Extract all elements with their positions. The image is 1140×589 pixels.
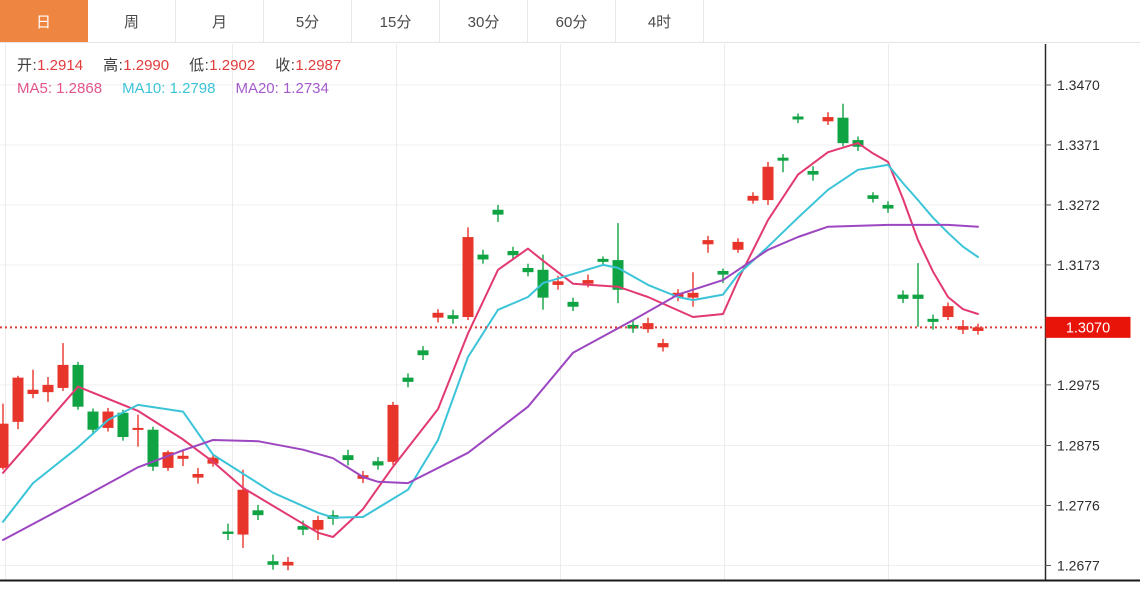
candle-body[interactable] bbox=[777, 157, 789, 161]
tab-week[interactable]: 周 bbox=[88, 0, 176, 42]
candle-body[interactable] bbox=[897, 294, 909, 299]
candle-body[interactable] bbox=[252, 510, 264, 516]
candle-body[interactable] bbox=[132, 427, 144, 430]
y-axis-label: 1.2677 bbox=[1057, 557, 1100, 573]
ohlc-item: 低:1.2902 bbox=[189, 57, 255, 74]
ohlc-label: 高: bbox=[103, 57, 124, 74]
ma-legend: MA5: 1.2868 MA10: 1.2798 MA20: 1.2734 bbox=[17, 80, 349, 97]
candle-body[interactable] bbox=[0, 423, 9, 468]
candle-body[interactable] bbox=[702, 240, 714, 245]
candle-body[interactable] bbox=[147, 429, 159, 467]
ohlc-value: 1.2987 bbox=[295, 57, 342, 74]
candle-body[interactable] bbox=[567, 301, 579, 307]
candle-body[interactable] bbox=[447, 315, 459, 319]
candle-body[interactable] bbox=[597, 258, 609, 262]
candle-body[interactable] bbox=[717, 270, 729, 275]
candle-body[interactable] bbox=[42, 384, 54, 393]
candle-body[interactable] bbox=[222, 531, 234, 534]
y-axis-label: 1.3371 bbox=[1057, 137, 1100, 153]
tab-5min[interactable]: 5分 bbox=[264, 0, 352, 42]
ohlc-value: 1.2902 bbox=[209, 57, 256, 74]
candle-body[interactable] bbox=[57, 364, 69, 388]
candle-body[interactable] bbox=[492, 209, 504, 215]
candle-body[interactable] bbox=[882, 204, 894, 209]
candle-body[interactable] bbox=[27, 389, 39, 394]
candle-body[interactable] bbox=[477, 254, 489, 260]
candle-body[interactable] bbox=[972, 327, 984, 331]
candle-body[interactable] bbox=[87, 411, 99, 430]
candle-body[interactable] bbox=[432, 312, 444, 318]
candle-body[interactable] bbox=[267, 561, 279, 565]
y-axis-label: 1.2975 bbox=[1057, 377, 1100, 393]
tab-4hour[interactable]: 4时 bbox=[616, 0, 704, 42]
ma-legend-item: MA10: 1.2798 bbox=[122, 80, 216, 97]
candle-body[interactable] bbox=[417, 350, 429, 356]
ohlc-item: 高:1.2990 bbox=[103, 57, 169, 74]
ma-legend-item: MA20: 1.2734 bbox=[235, 80, 329, 97]
y-axis-label: 1.2875 bbox=[1057, 437, 1100, 453]
candle-body[interactable] bbox=[627, 324, 639, 329]
candle-body[interactable] bbox=[342, 455, 354, 461]
ohlc-label: 开: bbox=[17, 57, 38, 74]
tab-month[interactable]: 月 bbox=[176, 0, 264, 42]
candle-body[interactable] bbox=[657, 343, 669, 348]
candle-body[interactable] bbox=[837, 117, 849, 144]
candle-body[interactable] bbox=[942, 306, 954, 318]
current-price-badge bbox=[1045, 316, 1131, 338]
candle-body[interactable] bbox=[582, 280, 594, 284]
candle-body[interactable] bbox=[402, 377, 414, 382]
tab-60min[interactable]: 60分 bbox=[528, 0, 616, 42]
ohlc-item: 开:1.2914 bbox=[17, 57, 83, 74]
candle-body[interactable] bbox=[372, 461, 384, 466]
candle-body[interactable] bbox=[507, 250, 519, 256]
candle-body[interactable] bbox=[522, 267, 534, 273]
candle-body[interactable] bbox=[162, 452, 174, 468]
candle-body[interactable] bbox=[957, 326, 969, 330]
candle-body[interactable] bbox=[747, 195, 759, 201]
ma-legend-item: MA5: 1.2868 bbox=[17, 80, 103, 97]
tab-15min[interactable]: 15分 bbox=[352, 0, 440, 42]
candle-body[interactable] bbox=[927, 318, 939, 322]
candle-body[interactable] bbox=[282, 561, 294, 566]
candle-body[interactable] bbox=[297, 526, 309, 530]
candle-body[interactable] bbox=[312, 520, 324, 530]
y-axis-label: 1.3470 bbox=[1057, 77, 1100, 93]
ohlc-legend: 开:1.2914 高:1.2990 低:1.2902 收:1.2987 bbox=[17, 54, 361, 75]
candle-body[interactable] bbox=[912, 294, 924, 299]
candle-body[interactable] bbox=[822, 117, 834, 122]
y-axis-label: 1.3173 bbox=[1057, 257, 1100, 273]
ohlc-label: 收: bbox=[275, 57, 296, 74]
ohlc-label: 低: bbox=[189, 57, 210, 74]
ohlc-value: 1.2990 bbox=[123, 57, 170, 74]
candle-body[interactable] bbox=[237, 489, 249, 535]
candle-body[interactable] bbox=[687, 292, 699, 298]
ma5-line bbox=[2, 142, 979, 538]
candle-body[interactable] bbox=[807, 171, 819, 175]
y-axis-label: 1.2776 bbox=[1057, 497, 1100, 513]
ma10-line bbox=[2, 163, 979, 523]
ma20-line bbox=[2, 223, 979, 541]
candle-body[interactable] bbox=[762, 166, 774, 201]
current-price-badge-label: 1.3070 bbox=[1066, 320, 1110, 336]
candle-body[interactable] bbox=[462, 237, 474, 318]
y-axis-label: 1.3272 bbox=[1057, 197, 1100, 213]
period-tabbar: 日周月 5分 15分 30分 60分 4时 bbox=[0, 0, 1140, 43]
candle-body[interactable] bbox=[642, 323, 654, 330]
candle-body[interactable] bbox=[117, 412, 129, 438]
ohlc-value: 1.2914 bbox=[37, 57, 84, 74]
tab-day[interactable]: 日 bbox=[0, 0, 88, 42]
candle-body[interactable] bbox=[12, 377, 24, 422]
candle-body[interactable] bbox=[192, 473, 204, 478]
candle-body[interactable] bbox=[612, 260, 624, 290]
candle-body[interactable] bbox=[177, 455, 189, 459]
tab-30min[interactable]: 30分 bbox=[440, 0, 528, 42]
candle-body[interactable] bbox=[552, 281, 564, 285]
ohlc-item: 收:1.2987 bbox=[275, 57, 341, 74]
candle-body[interactable] bbox=[732, 241, 744, 250]
candle-body[interactable] bbox=[867, 195, 879, 199]
candle-body[interactable] bbox=[387, 404, 399, 462]
candle-body[interactable] bbox=[792, 116, 804, 120]
